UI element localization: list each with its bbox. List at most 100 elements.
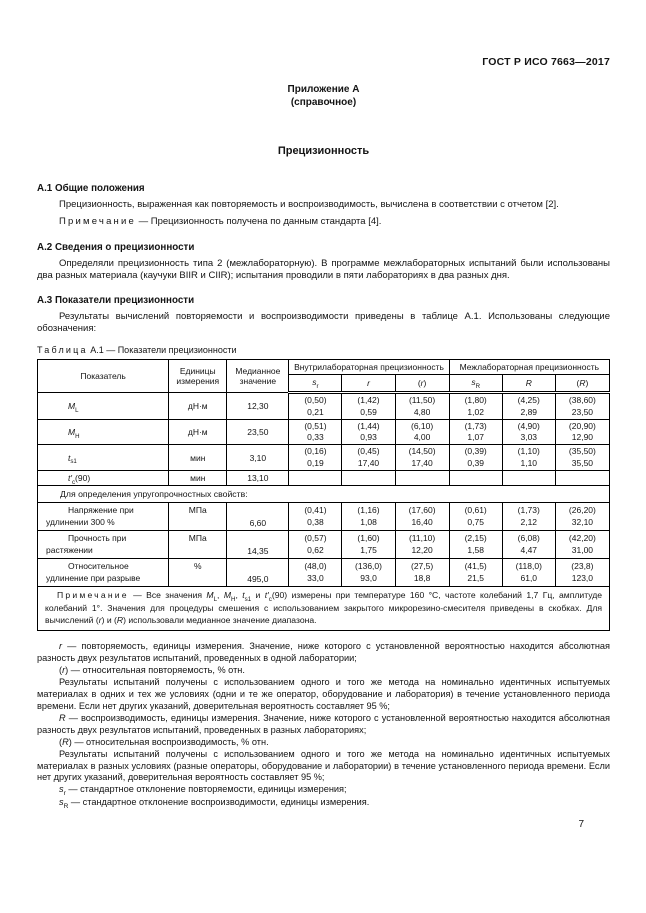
page-number: 7 [578,819,584,830]
table-subheader-row: sr r (r) sR R (R) [38,374,611,395]
value-cell: (17,60) 16,40 [394,502,450,532]
value-cell: (0,41) 0,38 [288,502,343,532]
value-parenthesized: (1,16) [357,505,380,516]
value-plain: 18,8 [413,572,431,583]
value-parenthesized: (0,41) [304,505,327,516]
value-parenthesized: (1,60) [357,533,380,544]
table-row: ML дН·м 12,30 (0,50) 0,21 (1,42) 0,59 (11,50) 4,… [36,392,611,420]
value-plain: 123,0 [571,572,594,583]
value-cell: (26,20) 32,10 [554,502,611,532]
value-parenthesized: (6,08) [517,533,540,544]
value-parenthesized: (0,45) [357,446,380,457]
value-plain: 0,75 [467,516,484,527]
value-parenthesized: (11,10) [408,533,436,544]
value-cell: (42,20) 31,00 [554,530,611,560]
value-cell: (2,15) 1,58 [448,530,503,560]
value-plain: 0,19 [307,457,324,468]
value-parenthesized: (27,5) [410,561,434,572]
value-cell: (1,10) 1,10 [501,444,556,472]
annex-subtitle: (справочное) [290,97,357,108]
value-parenthesized: (17,60) [408,505,436,516]
value-plain: 35,50 [571,457,594,468]
annex-title: Приложение А [287,84,360,95]
row-median: 495,0 [226,558,290,588]
value-plain: 0,21 [307,406,324,417]
appendix-name: Прецизионность [277,145,370,157]
section-a2-heading: А.2 Сведения о прецизионности [37,241,195,253]
section-a2-paragraph: Определяли прецизионность типа 2 (межлаб… [37,257,610,281]
value-plain: 2,89 [520,406,538,417]
value-parenthesized: (0,61) [464,505,487,516]
value-cell: (27,5) 18,8 [394,558,450,588]
value-parenthesized: (1,42) [357,395,380,406]
value-cell: (23,8) 123,0 [554,558,611,588]
row-median: 12,30 [226,392,290,420]
value-plain: 4,47 [520,544,538,555]
value-plain: 4,00 [413,432,431,443]
row-unit: МПа [168,502,228,532]
value-plain: 1,75 [360,544,377,555]
value-plain: 17,40 [411,457,433,468]
section-a3-paragraph: Результаты вычислений повторяемости и во… [37,311,610,335]
value-parenthesized: (1,80) [464,395,487,406]
value-parenthesized: (136,0) [355,561,382,572]
table-caption: Таблица А.1 — Показатели прецизионности [37,345,610,355]
value-parenthesized: (11,50) [408,395,436,406]
value-plain: 16,40 [411,516,433,527]
definition-item: sR — стандартное отклонение воспроизводи… [59,797,370,810]
row-label: ML [36,392,170,420]
definitions-block: r — повторяемость, единицы измерения. Зн… [37,641,610,810]
definition-item: (R) — относительная воспроизводимость, %… [59,736,269,747]
value-cell: (0,61) 0,75 [448,502,503,532]
row-median: 3,10 [226,444,290,472]
value-plain: 12,20 [411,544,433,555]
row-unit: мин [168,470,228,487]
row-median: 13,10 [226,470,290,487]
subheader-sR: sR [448,374,503,395]
value-cell: (20,90) 12,90 [554,418,611,446]
value-plain: 33,0 [307,572,324,583]
value-parenthesized: (20,90) [568,420,596,431]
value-cell: (41,5) 21,5 [448,558,503,588]
value-cell: (35,50) 35,50 [554,444,611,472]
value-plain: 0,93 [360,432,377,443]
table-note: Примечание — Все значения ML, MH, ts1 и … [37,586,610,632]
value-parenthesized: (1,44) [357,420,380,431]
value-parenthesized: (0,57) [304,533,327,544]
definition-item: sr — стандартное отклонение повторяемост… [59,784,347,797]
table-caption-word: Таблица [37,344,88,355]
table-row: Напряжение при удлинении 300 % МПа 6,60 (0,… [36,502,611,532]
value-plain: 17,40 [357,457,380,468]
value-cell: (136,0) 93,0 [341,558,396,588]
standard-number: ГОСТ Р ИСО 7663—2017 [482,56,610,68]
value-parenthesized: (0,39) [464,446,487,457]
value-cell: (1,44) 0,93 [341,418,396,446]
precision-table: Показатель Единицы измерения Медианное з… [36,358,611,632]
table-caption-rest: А.1 — Показатели прецизионности [87,344,237,355]
value-parenthesized: (118,0) [515,561,542,572]
value-plain: 31,00 [571,544,594,555]
value-cell [394,470,450,487]
value-cell: (0,51) 0,33 [288,418,343,446]
section-a1-heading: А.1 Общие положения [37,183,145,194]
definition-item: r — повторяемость, единицы измерения. Зн… [37,641,610,664]
intralab-group-header: Внутрилабораторная прецизионность [288,358,450,376]
value-plain: 1,02 [467,406,484,417]
table-row: Относительное удлинение при разрыве% 495,… [36,558,611,588]
value-cell: (38,60) 23,50 [554,392,611,420]
value-cell: (1,73) 1,07 [448,418,503,446]
value-plain: 93,0 [360,572,377,583]
value-cell: (1,73) 2,12 [501,502,556,532]
value-parenthesized: (48,0) [304,561,327,572]
subheader-R-relative: (R) [554,374,611,395]
subheader-r: r [341,374,396,395]
subheader-r-relative: (r) [394,374,450,395]
definition-item: Результаты испытаний получены с использо… [37,748,610,783]
table-section-row: Для определения упругопрочностных свойст… [37,485,610,504]
value-parenthesized: (14,50) [408,446,436,457]
value-parenthesized: (23,8) [571,561,594,572]
definition-item: R — воспроизводимость, единицы измерения… [37,712,610,735]
annex-heading: Приложение А (справочное) [37,83,610,109]
row-label: Относительное удлинение при разрыве [36,558,170,588]
value-cell: (48,0) 33,0 [288,558,343,588]
